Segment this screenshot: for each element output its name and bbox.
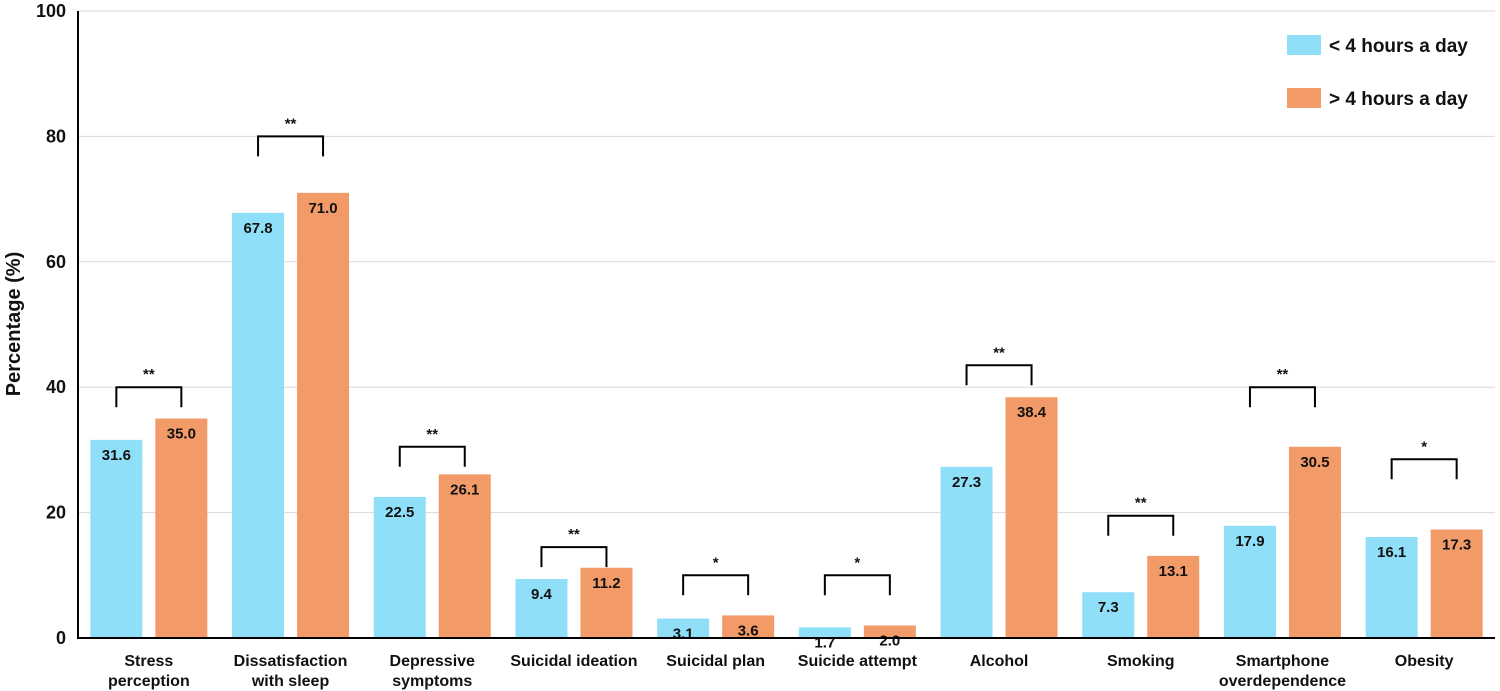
significance-bracket xyxy=(682,574,750,596)
bar xyxy=(1147,555,1200,638)
bar xyxy=(722,615,775,638)
value-label: 3.6 xyxy=(738,622,759,639)
y-tick-label: 40 xyxy=(46,377,66,397)
value-label: 17.3 xyxy=(1442,537,1471,554)
category-label: Obesity xyxy=(1395,653,1454,670)
value-label: 11.2 xyxy=(592,575,620,592)
value-label: 71.0 xyxy=(308,200,337,217)
category-label: Alcohol xyxy=(970,653,1029,670)
bar xyxy=(515,579,568,638)
bar xyxy=(863,625,916,638)
bar xyxy=(1365,537,1418,638)
value-label: 30.5 xyxy=(1300,454,1329,471)
legend-label: < 4 hours a day xyxy=(1329,36,1468,57)
significance-mark: * xyxy=(1421,438,1427,455)
legend: < 4 hours a day > 4 hours a day xyxy=(1287,35,1468,110)
bar xyxy=(373,496,426,638)
category-label: Suicidal plan xyxy=(666,653,765,670)
value-label: 35.0 xyxy=(167,426,196,443)
bar xyxy=(1430,529,1483,638)
axes: 0 20 40 60 80 100 xyxy=(36,1,1495,648)
bars xyxy=(90,192,1483,639)
significance-bracket xyxy=(965,364,1033,386)
bar xyxy=(232,212,285,639)
category-label: Stress perception xyxy=(108,653,190,690)
value-label: 1.7 xyxy=(814,634,835,651)
y-tick-label: 80 xyxy=(46,126,66,146)
significance-mark: ** xyxy=(1135,495,1147,512)
y-axis-label: Percentage (%) xyxy=(3,252,25,397)
significance-bracket xyxy=(257,135,325,157)
bar xyxy=(798,627,851,638)
y-tick-label: 0 xyxy=(56,628,66,648)
value-label: 22.5 xyxy=(385,504,414,521)
significance-mark: * xyxy=(854,554,860,571)
bar xyxy=(1005,397,1058,638)
bar xyxy=(1082,592,1135,638)
significance-mark: ** xyxy=(1277,366,1289,383)
category-labels: Stress perception Dissatisfaction with slee… xyxy=(108,653,1454,690)
value-label: 3.1 xyxy=(673,626,694,643)
category-label: Suicide attempt xyxy=(798,653,918,670)
category-label: Depressive symptoms xyxy=(390,653,475,690)
value-label: 9.4 xyxy=(531,586,553,603)
bar xyxy=(1223,525,1276,638)
value-label: 31.6 xyxy=(102,447,131,464)
significance-mark: ** xyxy=(568,526,580,543)
category-label: Suicidal ideation xyxy=(510,653,637,670)
significance-brackets: ********* ******** xyxy=(115,115,1458,596)
significance-bracket xyxy=(1390,458,1458,480)
y-tick-label: 100 xyxy=(36,1,66,21)
legend-label: > 4 hours a day xyxy=(1329,89,1468,110)
significance-bracket xyxy=(115,386,183,408)
legend-swatch xyxy=(1287,35,1321,55)
bar xyxy=(1288,446,1341,638)
value-label: 38.4 xyxy=(1017,404,1047,421)
significance-bracket xyxy=(1107,514,1175,536)
significance-bracket xyxy=(823,574,891,596)
significance-mark: ** xyxy=(285,115,297,132)
legend-swatch xyxy=(1287,88,1321,108)
category-label: Smoking xyxy=(1107,653,1175,670)
y-tick-label: 20 xyxy=(46,503,66,523)
significance-mark: ** xyxy=(143,366,155,383)
significance-mark: ** xyxy=(993,344,1005,361)
value-label: 27.3 xyxy=(952,474,981,491)
significance-mark: * xyxy=(713,554,719,571)
category-label: Smartphone overdependence xyxy=(1219,653,1346,690)
gridlines xyxy=(78,10,1495,514)
bar xyxy=(90,439,143,638)
value-label: 7.3 xyxy=(1098,599,1119,616)
value-label: 2.0 xyxy=(879,632,900,649)
bar xyxy=(657,618,710,638)
value-label: 13.1 xyxy=(1159,563,1188,580)
y-tick-label: 60 xyxy=(46,252,66,272)
significance-bracket xyxy=(398,445,466,467)
category-label: Dissatisfaction with sleep xyxy=(234,653,348,690)
bar xyxy=(155,418,208,638)
value-label: 17.9 xyxy=(1235,533,1264,550)
value-label: 67.8 xyxy=(243,220,272,237)
bar xyxy=(940,466,993,638)
bar xyxy=(297,192,350,638)
bar xyxy=(580,567,633,638)
value-label: 26.1 xyxy=(450,481,479,498)
significance-bracket xyxy=(540,546,608,568)
value-labels: 31.6 35.0 67.8 71.0 22.5 26.1 9.4 11.2 3.1 3.6 1.7… xyxy=(102,200,1472,652)
significance-bracket xyxy=(1248,386,1316,408)
value-label: 16.1 xyxy=(1377,544,1406,561)
bar xyxy=(438,474,491,638)
significance-mark: ** xyxy=(426,426,438,443)
